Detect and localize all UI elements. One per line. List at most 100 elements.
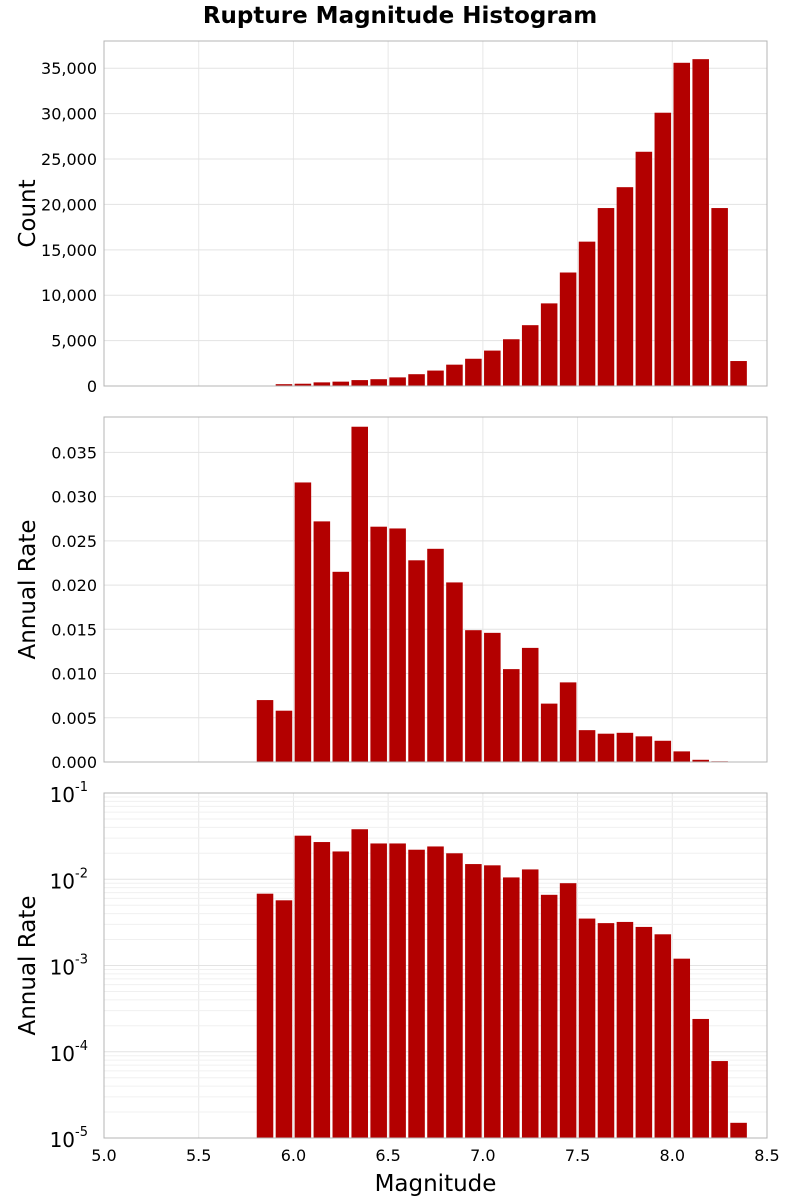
bar <box>654 112 672 386</box>
y-tick-label: 0 <box>87 377 97 396</box>
x-tick-label: 8.0 <box>660 1146 685 1165</box>
y-tick-label: 0.020 <box>51 576 97 595</box>
bar <box>578 918 596 1138</box>
bar <box>711 208 728 386</box>
bar <box>692 759 709 762</box>
bar <box>635 151 653 386</box>
y-tick-exponent: -5 <box>75 1125 88 1140</box>
bar <box>408 560 425 762</box>
y-tick-labels: 0 5,000 10,000 15,000 20,000 25,000 30,000 35,0… <box>41 59 97 396</box>
bar <box>711 1061 728 1138</box>
bar <box>275 384 293 386</box>
bar <box>370 379 387 386</box>
x-tick-label: 6.5 <box>375 1146 400 1165</box>
bars <box>256 59 747 386</box>
bar <box>673 62 691 386</box>
x-tick-label: 8.5 <box>754 1146 779 1165</box>
panel-2: 0.000 0.005 0.010 0.015 0.020 0.025 0.030 0.035… <box>15 416 768 772</box>
y-tick-label: 20,000 <box>41 195 97 214</box>
bar <box>427 548 444 762</box>
y-tick-label: 0.000 <box>51 753 97 772</box>
y-axis-label: Annual Rate <box>15 520 41 660</box>
bar <box>389 528 406 762</box>
y-tick-label: 0.030 <box>51 488 97 507</box>
bar <box>484 632 501 762</box>
bar <box>408 849 425 1138</box>
y-tick-label: 0.010 <box>51 665 97 684</box>
bar <box>654 934 672 1138</box>
chart-panels: 0 5,000 10,000 15,000 20,000 25,000 30,000 35,0… <box>15 40 780 1197</box>
bar <box>389 377 406 386</box>
y-axis-label: Annual Rate <box>15 896 41 1036</box>
x-tick-label: 5.0 <box>91 1146 116 1165</box>
x-tick-label: 6.0 <box>281 1146 306 1165</box>
bar <box>540 894 558 1138</box>
bar <box>521 647 539 762</box>
bar <box>540 303 558 386</box>
bar <box>730 1122 747 1138</box>
y-tick-exponent: -2 <box>75 866 88 881</box>
bar <box>484 350 501 386</box>
panel-3: 10-510-410-310-210-15.0 5.5 6.0 6.5 7.0 7.5 8.… <box>15 780 780 1197</box>
bar <box>503 669 520 762</box>
bar <box>446 364 463 386</box>
bar <box>616 187 634 386</box>
y-tick-labels: 0.000 0.005 0.010 0.015 0.020 0.025 0.030 0.035 <box>51 443 97 772</box>
y-tick-base: 10 <box>50 1128 75 1152</box>
bar <box>446 582 463 762</box>
bar <box>597 923 615 1138</box>
bar <box>559 883 577 1138</box>
bar <box>294 482 312 762</box>
bar <box>692 59 709 386</box>
bar <box>351 426 368 762</box>
bar <box>635 926 653 1138</box>
bar <box>256 700 274 762</box>
x-tick-labels: 5.0 5.5 6.0 6.5 7.0 7.5 8.0 8.5 <box>91 1146 779 1165</box>
y-tick-label: 10-4 <box>50 1039 88 1066</box>
bar <box>597 733 615 762</box>
bar <box>503 339 520 386</box>
bar <box>465 630 482 762</box>
bar <box>389 843 406 1138</box>
chart-title: Rupture Magnitude Histogram <box>203 3 597 29</box>
y-tick-label: 25,000 <box>41 150 97 169</box>
x-tick-label: 5.5 <box>186 1146 211 1165</box>
bar <box>578 730 596 762</box>
bar <box>294 835 312 1138</box>
bar <box>465 358 482 386</box>
y-tick-label: 0.035 <box>51 443 97 462</box>
bar <box>559 682 577 762</box>
y-tick-label: 10-3 <box>50 953 88 980</box>
bar <box>654 740 672 762</box>
y-tick-label: 10-2 <box>50 866 88 893</box>
bar <box>578 241 596 386</box>
bar <box>332 851 350 1138</box>
bar <box>275 710 293 762</box>
bars <box>256 426 747 762</box>
bar <box>465 864 482 1138</box>
y-tick-label: 0.005 <box>51 709 97 728</box>
y-tick-label: 10-5 <box>50 1125 88 1152</box>
bar <box>427 370 444 386</box>
bar <box>521 869 539 1138</box>
bar <box>616 921 634 1138</box>
bars <box>256 829 747 1138</box>
bar <box>730 361 747 386</box>
x-tick-label: 7.5 <box>565 1146 590 1165</box>
bar <box>351 829 368 1138</box>
y-tick-exponent: -4 <box>75 1039 88 1054</box>
plot-frame <box>103 792 768 1139</box>
y-tick-base: 10 <box>50 869 75 893</box>
y-tick-label: 30,000 <box>41 105 97 124</box>
bar <box>370 843 387 1138</box>
y-tick-label: 5,000 <box>51 332 97 351</box>
bar <box>692 1018 709 1138</box>
bar <box>313 521 331 762</box>
x-axis-label: Magnitude <box>375 1171 497 1197</box>
bar <box>446 853 463 1138</box>
bar <box>673 751 691 762</box>
bar <box>351 380 368 386</box>
panel-1: 0 5,000 10,000 15,000 20,000 25,000 30,000 35,0… <box>15 40 768 396</box>
bar <box>370 526 387 762</box>
